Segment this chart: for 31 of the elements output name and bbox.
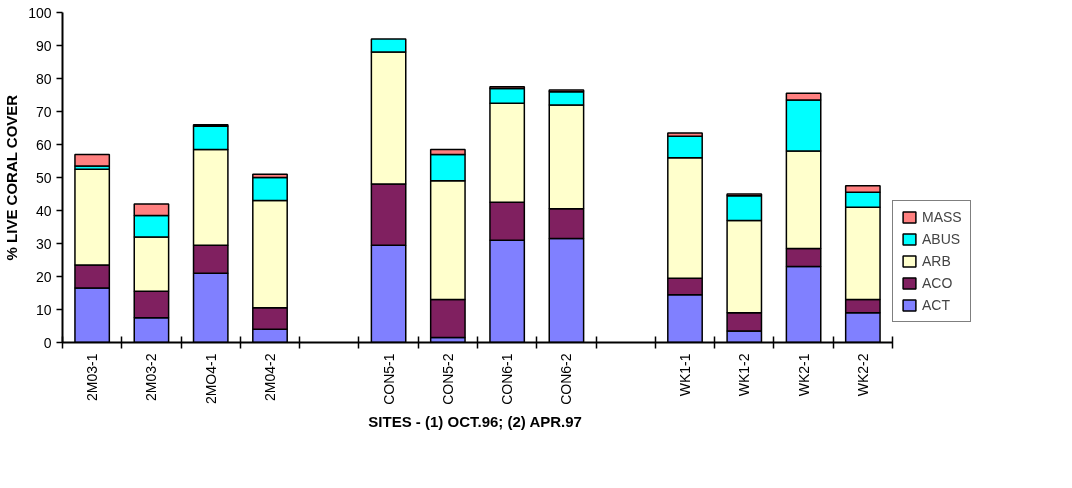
- legend-label: ACO: [922, 275, 953, 291]
- x-tick-label: CON5-2: [439, 353, 456, 405]
- y-tick-label: 80: [35, 70, 52, 87]
- x-tick-label: WK2-1: [795, 353, 812, 397]
- y-tick-label: 20: [35, 268, 52, 285]
- x-tick-label: 2M03-2: [143, 353, 160, 401]
- x-tick-label: WK2-2: [854, 353, 871, 397]
- x-tick-label: 2M04-2: [262, 353, 278, 401]
- y-tick-label: 100: [28, 4, 52, 21]
- x-tick-label: CON5-1: [380, 353, 397, 405]
- y-tick-label: 60: [35, 136, 52, 153]
- legend-label: ACT: [922, 297, 950, 313]
- legend-label: ABUS: [922, 231, 961, 247]
- y-tick-label: 30: [35, 235, 52, 252]
- y-tick-label: 90: [35, 37, 52, 54]
- x-tick-label: WK1-1: [677, 353, 693, 397]
- x-tick-label: 2MO4-1: [202, 353, 219, 405]
- y-tick-label: 40: [35, 202, 52, 219]
- y-tick-label: 10: [35, 301, 52, 318]
- y-tick-label: 50: [35, 169, 52, 186]
- legend-label: ARB: [922, 253, 951, 269]
- x-tick-label: CON6-1: [499, 353, 516, 405]
- y-tick-label: 0: [43, 334, 52, 351]
- x-tick-label: WK1-2: [736, 353, 753, 397]
- x-tick-label: CON6-2: [558, 353, 575, 405]
- y-tick-label: 70: [35, 103, 52, 120]
- x-tick-label: 2M03-1: [84, 353, 101, 401]
- x-axis-title: SITES - (1) OCT.96; (2) APR.97: [368, 412, 582, 430]
- y-axis-title: % LIVE CORAL COVER: [3, 94, 21, 261]
- legend-label: MASS: [922, 209, 962, 225]
- bar: [74, 153, 111, 167]
